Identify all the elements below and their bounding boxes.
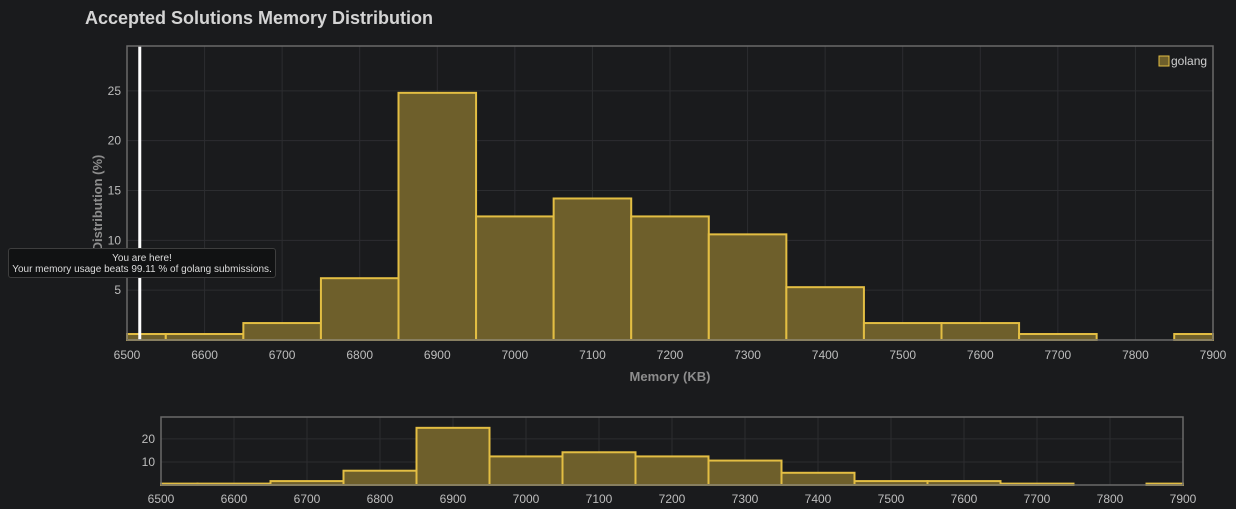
tooltip-message: Your memory usage beats 99.11 % of golan… [12, 264, 272, 275]
x-tick-label: 6500 [148, 492, 175, 506]
x-tick-label: 6900 [424, 348, 451, 362]
x-tick-label: 7300 [732, 492, 759, 506]
x-tick-label: 7900 [1200, 348, 1227, 362]
x-tick-label: 6600 [221, 492, 248, 506]
main-y-tick-labels: 5 10 15 20 25 [108, 84, 122, 297]
x-tick-label: 7500 [889, 348, 916, 362]
y-tick-label: 15 [108, 184, 122, 198]
histogram-bar[interactable] [780, 471, 856, 486]
histogram-bar[interactable] [1173, 333, 1214, 341]
x-tick-label: 7100 [579, 348, 606, 362]
you-are-here-tooltip: You are here! Your memory usage beats 99… [8, 248, 276, 278]
histogram-bar[interactable] [242, 322, 322, 341]
x-tick-label: 6800 [346, 348, 373, 362]
histogram-bar[interactable] [561, 451, 637, 486]
histogram-bar[interactable] [342, 469, 418, 486]
x-tick-label: 6700 [269, 348, 296, 362]
main-x-tick-labels: 6500 6600 6700 6800 6900 7000 7100 7200 7300 7400… [114, 348, 1227, 362]
y-tick-label: 10 [142, 455, 156, 469]
histogram-bar[interactable] [415, 426, 491, 486]
x-tick-label: 7500 [878, 492, 905, 506]
y-axis-title: Distribution (%) [90, 155, 105, 252]
navigator-frame[interactable] [160, 416, 1184, 486]
x-tick-label: 7800 [1097, 492, 1124, 506]
x-tick-label: 7700 [1045, 348, 1072, 362]
navigator-y-tick-labels: 10 20 [142, 432, 156, 469]
x-tick-label: 7300 [734, 348, 761, 362]
x-tick-label: 6600 [191, 348, 218, 362]
histogram-bar[interactable] [707, 459, 783, 486]
chart-title: Accepted Solutions Memory Distribution [85, 8, 434, 28]
histogram-bar[interactable] [634, 455, 710, 487]
x-tick-label: 6900 [440, 492, 467, 506]
x-tick-label: 6700 [294, 492, 321, 506]
x-tick-label: 7800 [1122, 348, 1149, 362]
main-plot-frame [126, 45, 1214, 341]
histogram-bar[interactable] [488, 455, 564, 487]
legend-label: golang [1171, 54, 1207, 68]
x-tick-label: 6800 [367, 492, 394, 506]
histogram-bar[interactable] [940, 322, 1021, 341]
x-tick-label: 7900 [1170, 492, 1197, 506]
y-tick-label: 5 [114, 283, 121, 297]
x-tick-label: 7000 [502, 348, 529, 362]
histogram-bar[interactable] [126, 333, 167, 341]
histogram-bar[interactable] [164, 333, 245, 341]
histogram-bar[interactable] [319, 277, 400, 342]
x-tick-label: 7100 [586, 492, 613, 506]
x-tick-label: 7400 [812, 348, 839, 362]
x-tick-label: 7600 [967, 348, 994, 362]
main-bars [126, 91, 1214, 342]
legend-swatch [1158, 55, 1170, 67]
y-tick-label: 10 [108, 233, 122, 247]
histogram-bar[interactable] [785, 286, 865, 341]
y-tick-label: 20 [142, 432, 156, 446]
x-tick-label: 7000 [513, 492, 540, 506]
y-tick-label: 20 [108, 134, 122, 148]
histogram-bar[interactable] [862, 322, 943, 341]
x-tick-label: 7400 [805, 492, 832, 506]
tooltip-heading: You are here! [112, 253, 172, 264]
histogram-bar[interactable] [630, 215, 710, 341]
navigator-x-tick-labels: 6500 6600 6700 6800 6900 7000 7100 7200 7300 7400… [148, 492, 1197, 506]
histogram-bar[interactable] [552, 197, 633, 341]
histogram-bar[interactable] [707, 233, 788, 342]
x-tick-label: 6500 [114, 348, 141, 362]
histogram-bar[interactable] [397, 91, 478, 341]
x-tick-label: 7700 [1024, 492, 1051, 506]
x-tick-label: 7200 [657, 348, 684, 362]
legend[interactable]: golang [1158, 54, 1207, 68]
histogram-bar[interactable] [1018, 333, 1098, 341]
histogram-bar[interactable] [475, 215, 555, 341]
x-axis-title: Memory (KB) [630, 369, 711, 384]
y-tick-label: 25 [108, 84, 122, 98]
x-tick-label: 7600 [951, 492, 978, 506]
x-tick-label: 7200 [659, 492, 686, 506]
